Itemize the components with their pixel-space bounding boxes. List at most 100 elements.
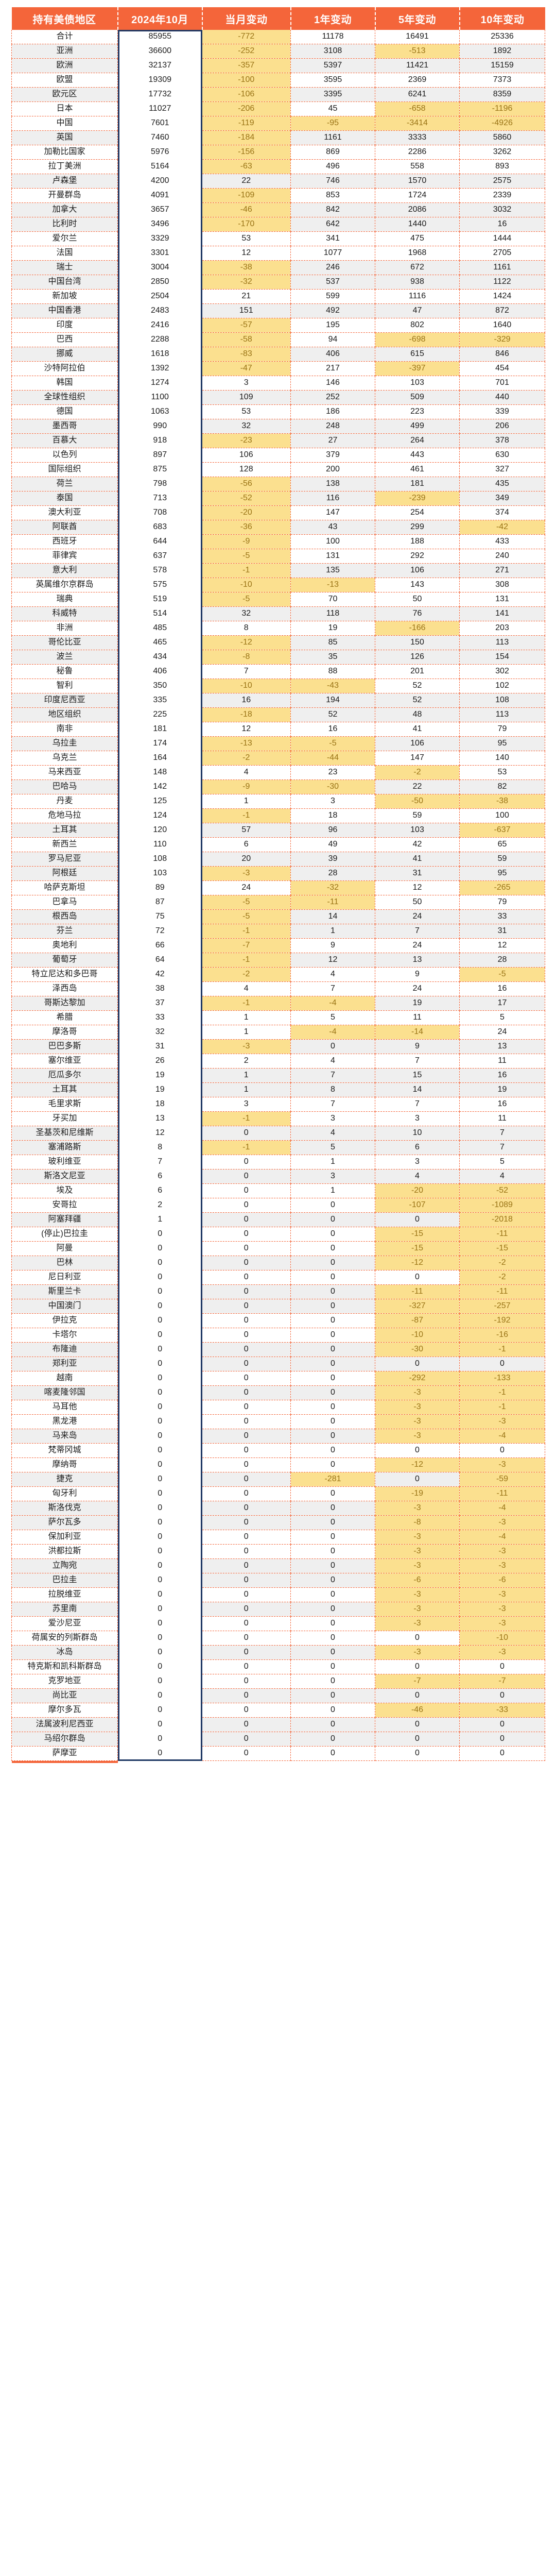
table-row[interactable]: 阿根廷 103 -3 28 31 95 — [11, 866, 545, 881]
table-row[interactable]: 玻利维亚 7 0 1 3 5 — [11, 1155, 545, 1170]
column-header-oct-2024[interactable]: 2024年10月 — [117, 7, 203, 30]
table-row[interactable]: 日本 11027 -206 45 -658 -1196 — [11, 101, 545, 116]
table-row[interactable]: 斯洛文尼亚 6 0 3 4 4 — [11, 1169, 545, 1184]
table-row[interactable]: 南非 181 12 16 41 79 — [11, 722, 545, 737]
table-row[interactable]: 匈牙利 0 0 0 -19 -11 — [11, 1486, 545, 1501]
table-row[interactable]: 泽西岛 38 4 7 24 16 — [11, 981, 545, 996]
table-row[interactable]: 奥地利 66 -7 9 24 12 — [11, 938, 545, 953]
table-row[interactable]: 比利时 3496 -170 642 1440 16 — [11, 217, 545, 232]
table-row[interactable]: 伊拉克 0 0 0 -87 -192 — [11, 1313, 545, 1328]
table-row[interactable]: 马耳他 0 0 0 -3 -1 — [11, 1400, 545, 1415]
table-row[interactable]: 郑利亚 0 0 0 0 0 — [11, 1357, 545, 1371]
table-row[interactable]: 卢森堡 4200 22 746 1570 2575 — [11, 174, 545, 189]
table-row[interactable]: 以色列 897 106 379 443 630 — [11, 448, 545, 463]
table-row[interactable]: 沙特阿拉伯 1392 -47 217 -397 454 — [11, 361, 545, 376]
table-row[interactable]: 尚比亚 0 0 0 0 0 — [11, 1688, 545, 1703]
column-header-month-change[interactable]: 当月变动 — [202, 7, 291, 30]
table-row[interactable]: 马来西亚 148 4 23 -2 53 — [11, 765, 545, 780]
column-header-10y-change[interactable]: 10年变动 — [459, 7, 545, 30]
table-row[interactable]: 巴拿马 87 -5 -11 50 79 — [11, 895, 545, 910]
table-row[interactable]: 拉脱维亚 0 0 0 -3 -3 — [11, 1587, 545, 1602]
column-header-5y-change[interactable]: 5年变动 — [375, 7, 460, 30]
table-row[interactable]: 尼日利亚 0 0 0 0 -2 — [11, 1270, 545, 1285]
table-row[interactable]: 卡塔尔 0 0 0 -10 -16 — [11, 1328, 545, 1343]
table-row[interactable]: 牙买加 13 -1 3 3 11 — [11, 1111, 545, 1126]
table-row[interactable]: 芬兰 72 -1 1 7 31 — [11, 924, 545, 939]
table-row[interactable]: 阿曼 0 0 0 -15 -15 — [11, 1241, 545, 1256]
table-row[interactable]: 开曼群岛 4091 -109 853 1724 2339 — [11, 188, 545, 203]
table-row[interactable]: 巴林 0 0 0 -12 -2 — [11, 1256, 545, 1270]
table-row[interactable]: 立陶宛 0 0 0 -3 -3 — [11, 1558, 545, 1573]
table-row[interactable]: 中国台湾 2850 -32 537 938 1122 — [11, 275, 545, 290]
table-row[interactable]: 百慕大 918 -23 27 264 378 — [11, 433, 545, 448]
table-row[interactable]: 哥伦比亚 465 -12 85 150 113 — [11, 635, 545, 650]
table-row[interactable]: 欧盟 19309 -100 3595 2369 7373 — [11, 73, 545, 88]
table-row[interactable]: 加勒比国家 5976 -156 869 2286 3262 — [11, 145, 545, 160]
table-row[interactable]: 西班牙 644 -9 100 188 433 — [11, 534, 545, 549]
table-row[interactable]: 巴巴多斯 31 -3 0 9 13 — [11, 1039, 545, 1054]
table-row[interactable]: 国际组织 875 128 200 461 327 — [11, 462, 545, 477]
table-row[interactable]: 英属维尔京群岛 575 -10 -13 143 308 — [11, 578, 545, 592]
table-row[interactable]: 欧洲 32137 -357 5397 11421 15159 — [11, 58, 545, 73]
table-row[interactable]: 巴哈马 142 -9 -30 22 82 — [11, 779, 545, 794]
table-row[interactable]: 苏里南 0 0 0 -3 -3 — [11, 1602, 545, 1617]
table-row[interactable]: 厄瓜多尔 19 1 7 15 16 — [11, 1068, 545, 1083]
table-row[interactable]: 法属波利尼西亚 0 0 0 0 0 — [11, 1717, 545, 1732]
table-row[interactable]: 乌克兰 164 -2 -44 147 140 — [11, 751, 545, 766]
table-row[interactable]: 挪威 1618 -83 406 615 846 — [11, 347, 545, 362]
table-row[interactable]: 希腊 33 1 5 11 5 — [11, 1010, 545, 1025]
table-row[interactable]: 意大利 578 -1 135 106 271 — [11, 563, 545, 578]
table-row[interactable]: 印度 2416 -57 195 802 1640 — [11, 318, 545, 333]
table-row[interactable]: 巴拉圭 0 0 0 -6 -6 — [11, 1573, 545, 1588]
table-row[interactable]: 荷属安的列斯群岛 0 0 0 0 -10 — [11, 1631, 545, 1646]
table-row[interactable]: 萨摩亚 0 0 0 0 0 — [11, 1746, 545, 1761]
table-row[interactable]: 土耳其 120 57 96 103 -637 — [11, 823, 545, 838]
table-row[interactable]: 瑞士 3004 -38 246 672 1161 — [11, 260, 545, 275]
table-row[interactable]: 加拿大 3657 -46 842 2086 3032 — [11, 202, 545, 217]
table-row[interactable]: 冰岛 0 0 0 -3 -3 — [11, 1645, 545, 1660]
table-row[interactable]: 哥斯达黎加 37 -1 -4 19 17 — [11, 996, 545, 1011]
table-row[interactable]: 中国香港 2483 151 492 47 872 — [11, 303, 545, 318]
table-row[interactable]: 圣基茨和尼维斯 12 0 4 10 7 — [11, 1126, 545, 1141]
table-row[interactable]: 萨尔瓦多 0 0 0 -8 -3 — [11, 1515, 545, 1530]
table-row[interactable]: 哈萨克斯坦 89 24 -32 12 -265 — [11, 880, 545, 895]
table-row[interactable]: 黑龙港 0 0 0 -3 -3 — [11, 1414, 545, 1429]
column-header-1y-change[interactable]: 1年变动 — [290, 7, 376, 30]
table-row[interactable]: 阿塞拜疆 1 0 0 0 -2018 — [11, 1212, 545, 1227]
table-row[interactable]: 安哥拉 2 0 0 -107 -1089 — [11, 1198, 545, 1213]
table-row[interactable]: 爱沙尼亚 0 0 0 -3 -3 — [11, 1616, 545, 1631]
table-row[interactable]: 新加坡 2504 21 599 1116 1424 — [11, 289, 545, 304]
table-row[interactable]: 墨西哥 990 32 248 499 206 — [11, 419, 545, 434]
table-row[interactable]: 摩洛哥 32 1 -4 -14 24 — [11, 1025, 545, 1040]
table-row[interactable]: 秘鲁 406 7 88 201 302 — [11, 664, 545, 679]
table-row[interactable]: 克罗地亚 0 0 0 -7 -7 — [11, 1674, 545, 1689]
table-row[interactable]: 澳大利亚 708 -20 147 254 374 — [11, 505, 545, 520]
table-row[interactable]: 全球性组织 1100 109 252 509 440 — [11, 390, 545, 405]
table-row[interactable]: 马绍尔群岛 0 0 0 0 0 — [11, 1732, 545, 1747]
table-row[interactable]: 阿联酋 683 -36 43 299 -42 — [11, 520, 545, 535]
table-row[interactable]: 巴西 2288 -58 94 -698 -329 — [11, 332, 545, 347]
column-header-region[interactable]: 持有美债地区 — [11, 7, 118, 30]
table-row[interactable]: 波兰 434 -8 35 126 154 — [11, 650, 545, 665]
table-row[interactable]: 罗马尼亚 108 20 39 41 59 — [11, 852, 545, 867]
table-row[interactable]: 菲律宾 637 -5 131 292 240 — [11, 549, 545, 564]
table-row[interactable]: 拉丁美洲 5164 -63 496 558 893 — [11, 159, 545, 174]
table-row[interactable]: 智利 350 -10 -43 52 102 — [11, 679, 545, 693]
table-row[interactable]: 越南 0 0 0 -292 -133 — [11, 1371, 545, 1386]
table-row[interactable]: 英国 7460 -184 1161 3333 5860 — [11, 130, 545, 145]
table-row[interactable]: 喀麦隆邻国 0 0 0 -3 -1 — [11, 1385, 545, 1400]
table-row[interactable]: 印度尼西亚 335 16 194 52 108 — [11, 693, 545, 708]
table-row[interactable]: 地区组织 225 -18 52 48 113 — [11, 707, 545, 722]
table-row[interactable]: 梵蒂冈城 0 0 0 0 0 — [11, 1443, 545, 1458]
table-row[interactable]: 布隆迪 0 0 0 -30 -1 — [11, 1342, 545, 1357]
table-row[interactable]: 特克斯和凯科斯群岛 0 0 0 0 0 — [11, 1659, 545, 1674]
table-row[interactable]: 洪都拉斯 0 0 0 -3 -3 — [11, 1544, 545, 1559]
table-row[interactable]: 斯里兰卡 0 0 0 -11 -11 — [11, 1284, 545, 1299]
table-row[interactable]: 法国 3301 12 1077 1968 2705 — [11, 246, 545, 261]
table-row[interactable]: 科威特 514 32 118 76 141 — [11, 606, 545, 621]
table-row[interactable]: 塞浦路斯 8 -1 5 6 7 — [11, 1140, 545, 1155]
table-row[interactable]: 保加利亚 0 0 0 -3 -4 — [11, 1530, 545, 1545]
table-row[interactable]: 瑞典 519 -5 70 50 131 — [11, 592, 545, 607]
table-row[interactable]: 危地马拉 124 -1 18 59 100 — [11, 808, 545, 823]
table-row[interactable]: 捷克 0 0 -281 0 -59 — [11, 1472, 545, 1487]
